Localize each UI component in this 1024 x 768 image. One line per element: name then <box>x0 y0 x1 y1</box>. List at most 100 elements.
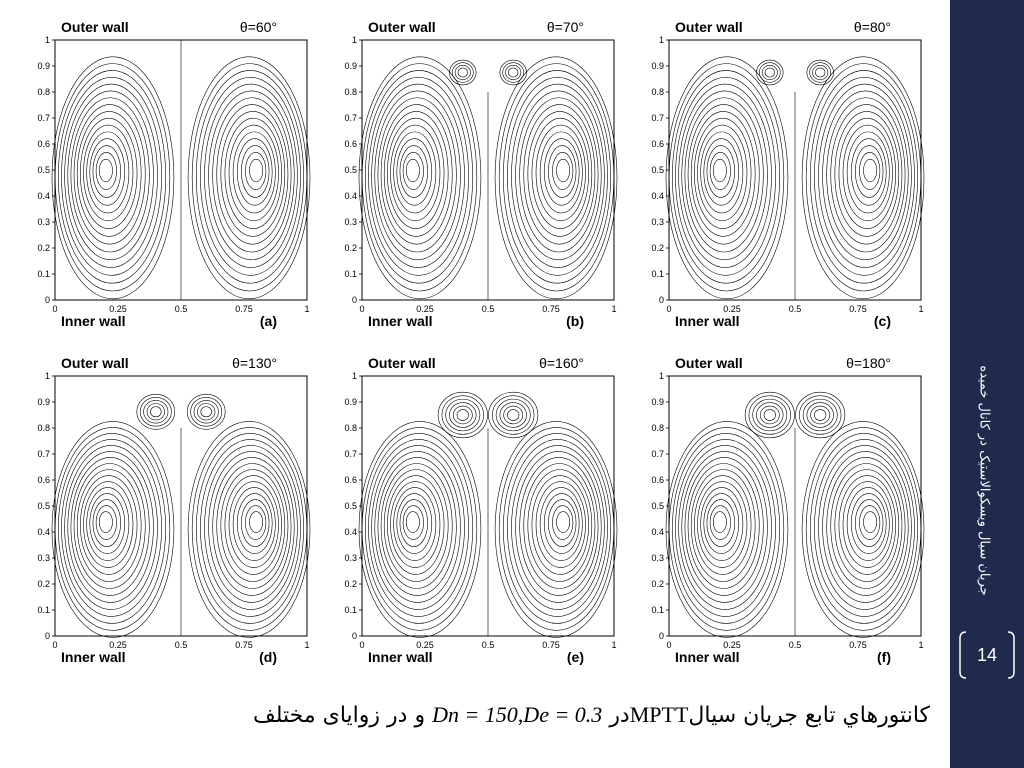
contour-line <box>216 463 289 589</box>
contour-line <box>527 111 593 237</box>
contour-line <box>519 97 599 253</box>
y-tick-label: 0.5 <box>37 165 50 175</box>
contour-line <box>387 475 445 575</box>
secondary-contour <box>798 395 842 435</box>
secondary-contour <box>186 393 226 430</box>
x-tick-label: 0.75 <box>542 304 560 314</box>
contour-line <box>502 70 611 284</box>
contour-line <box>399 145 428 198</box>
contour-line <box>706 499 735 547</box>
y-tick-label: 0.3 <box>37 553 50 563</box>
y-tick-label: 0.1 <box>37 605 50 615</box>
contour-line <box>494 421 618 638</box>
secondary-contour <box>503 405 524 425</box>
contour-line <box>374 90 461 261</box>
contour-line <box>51 56 175 300</box>
contour-line <box>697 124 748 222</box>
x-tick-label: 0.25 <box>416 304 434 314</box>
secondary-contour <box>508 67 519 78</box>
x-tick-label: 0 <box>666 304 671 314</box>
contour-line <box>86 487 130 561</box>
secondary-contour <box>814 409 827 421</box>
contour-line <box>515 451 602 603</box>
contour-line <box>681 90 768 261</box>
y-tick-label: 0 <box>45 631 50 641</box>
contour-line <box>665 56 789 300</box>
contour-line <box>92 145 121 198</box>
contour-line <box>703 493 740 554</box>
contour-line <box>830 463 903 589</box>
contour-line <box>814 439 915 617</box>
secondary-contour <box>815 67 826 78</box>
secondary-contour <box>756 59 784 86</box>
secondary-contour <box>451 62 474 83</box>
y-tick-label: 0.1 <box>651 605 664 615</box>
panel-e: 0 0.1 0.2 0.3 0.4 0.5 0.6 0.7 0.8 0.9 1 0 0.25 0.5 0.7… <box>344 355 618 665</box>
contour-line <box>678 445 772 610</box>
contour-line <box>507 76 608 276</box>
contour-line <box>535 124 586 222</box>
x-tick-label: 0 <box>52 304 57 314</box>
outer-wall-label: Outer wall <box>368 19 436 35</box>
x-tick-label: 0.75 <box>235 640 253 650</box>
contour-line <box>187 421 311 638</box>
contour-line <box>405 511 420 533</box>
contour-line <box>89 493 126 554</box>
y-tick-label: 0.8 <box>344 87 357 97</box>
panel-label: (f) <box>877 649 891 665</box>
y-tick-label: 0.2 <box>651 243 664 253</box>
y-tick-label: 0.4 <box>37 527 50 537</box>
contour-line <box>61 76 162 276</box>
secondary-contour <box>499 402 527 428</box>
y-tick-label: 0.9 <box>344 61 357 71</box>
secondary-contour <box>454 65 471 81</box>
secondary-contour <box>810 405 831 425</box>
contour-line <box>822 451 909 603</box>
y-tick-label: 0 <box>45 295 50 305</box>
contour-line <box>371 83 465 268</box>
contour-line <box>377 457 457 596</box>
y-tick-label: 1 <box>659 371 664 381</box>
x-tick-label: 1 <box>304 640 309 650</box>
y-tick-label: 0.6 <box>37 475 50 485</box>
y-tick-label: 1 <box>659 35 664 45</box>
contour-line <box>668 427 785 631</box>
secondary-contour <box>456 409 469 421</box>
y-tick-label: 0.5 <box>344 501 357 511</box>
secondary-contour <box>795 391 846 439</box>
contour-line <box>51 421 175 638</box>
contour-line <box>73 463 146 589</box>
panel-label: (a) <box>260 313 277 329</box>
y-tick-label: 0.7 <box>344 113 357 123</box>
y-tick-label: 0.7 <box>344 449 357 459</box>
contour-line <box>212 457 292 596</box>
contour-line <box>801 56 925 300</box>
contour-line <box>548 145 577 198</box>
x-tick-label: 0.5 <box>789 304 802 314</box>
y-tick-label: 0.8 <box>651 423 664 433</box>
x-tick-label: 1 <box>918 640 923 650</box>
y-tick-label: 0.7 <box>651 113 664 123</box>
y-tick-label: 0.6 <box>344 139 357 149</box>
contour-line <box>396 493 433 554</box>
contour-line <box>95 152 117 190</box>
contour-line <box>838 475 896 575</box>
secondary-contour <box>139 396 172 427</box>
contour-line <box>519 457 599 596</box>
y-tick-label: 0 <box>659 631 664 641</box>
contour-line <box>358 56 482 300</box>
secondary-contour <box>449 59 477 86</box>
angle-label: θ=60° <box>240 19 277 35</box>
contour-line <box>383 469 449 582</box>
x-tick-label: 0 <box>666 640 671 650</box>
secondary-contour <box>495 398 531 432</box>
angle-label: θ=70° <box>547 19 584 35</box>
y-tick-label: 0.8 <box>651 87 664 97</box>
contour-line <box>687 463 760 589</box>
outer-wall-label: Outer wall <box>61 19 129 35</box>
inner-wall-label: Inner wall <box>61 649 126 665</box>
x-tick-label: 0.25 <box>109 304 127 314</box>
secondary-contour <box>502 62 525 83</box>
contour-line <box>805 427 922 631</box>
secondary-contour <box>136 393 176 430</box>
